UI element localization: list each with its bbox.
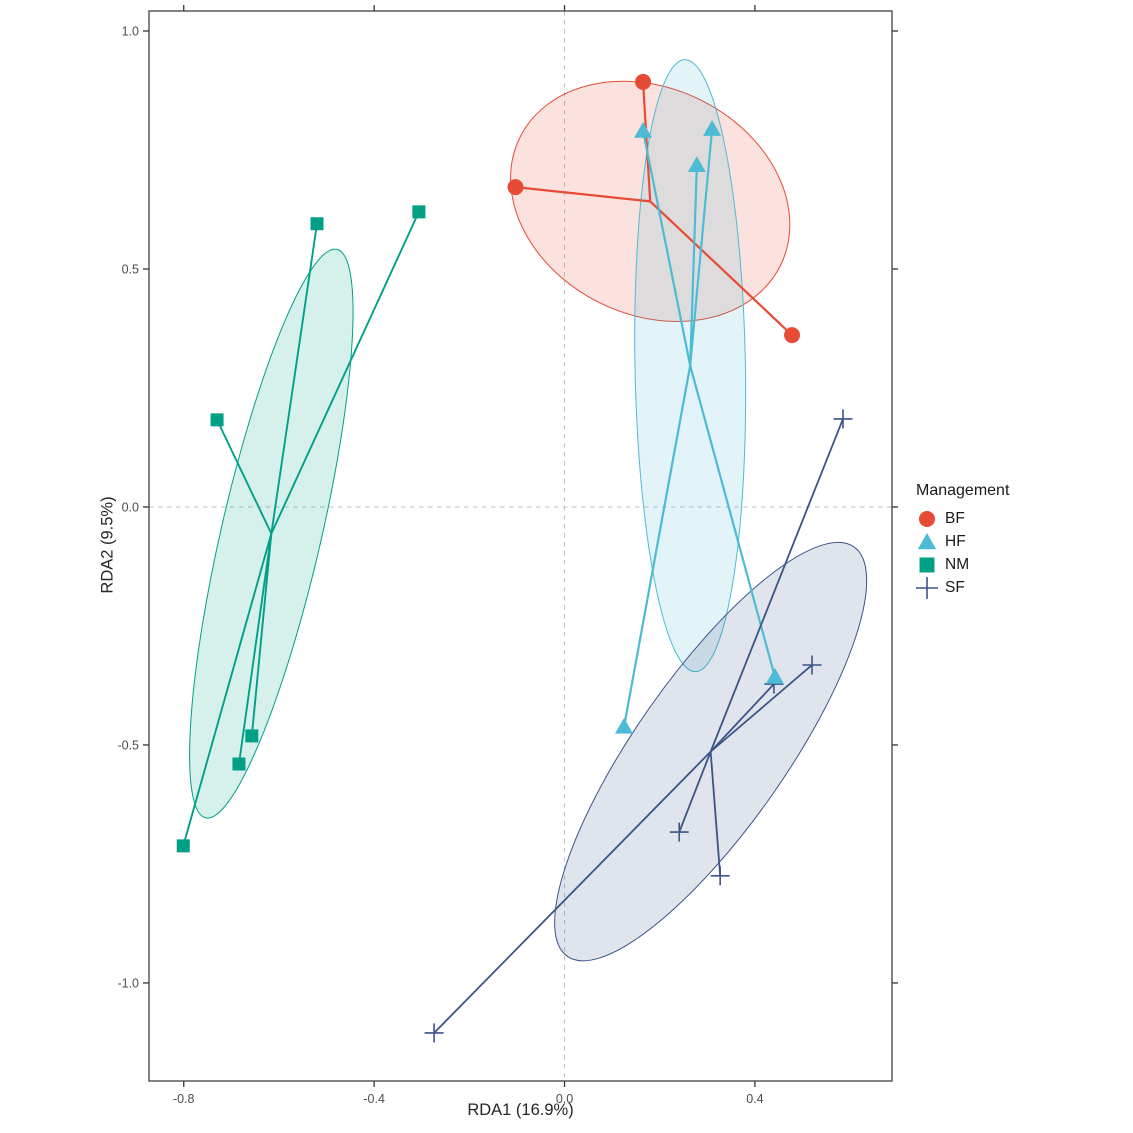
hf-point <box>765 667 784 684</box>
circle-marker-icon <box>919 510 935 527</box>
nm-point <box>232 757 246 771</box>
nm-point <box>176 839 190 853</box>
hf-point <box>687 156 706 173</box>
hf-spider-line <box>641 130 692 366</box>
legend-item-hf: HF <box>915 530 1009 553</box>
legend-label-nm: NM <box>945 555 970 573</box>
x-tick-label: 0.0 <box>556 1092 573 1106</box>
nm-spider-line <box>216 419 273 535</box>
legend-label-sf: SF <box>945 578 965 596</box>
bf-point <box>784 327 801 344</box>
nm-point <box>310 217 324 231</box>
nm-spider-line <box>182 533 273 847</box>
y-tick-label: -1.0 <box>117 976 139 990</box>
nm-point <box>412 205 426 219</box>
sf-spider-line <box>709 683 775 753</box>
bf-spider-line <box>649 200 793 336</box>
x-tick-label: -0.4 <box>363 1092 385 1106</box>
legend-item-nm: NM <box>915 553 1009 576</box>
nm-point <box>245 729 259 743</box>
sf-spider-line <box>678 751 712 833</box>
hf-spider-line <box>622 365 692 728</box>
sf-spider-line <box>710 664 813 753</box>
legend-item-bf: BF <box>915 507 1009 530</box>
y-tick-label: 0.5 <box>122 262 139 276</box>
nm-spider-line <box>270 223 318 534</box>
sf-point <box>710 866 730 886</box>
legend-label-hf: HF <box>945 532 966 550</box>
hf-point <box>703 120 722 136</box>
sf-spider-line <box>709 418 844 752</box>
nm-point <box>210 413 224 427</box>
triangle-marker-icon <box>917 532 937 549</box>
hf-spider-line <box>689 128 714 366</box>
legend-title: Management <box>916 482 1010 499</box>
y-tick-label: -0.5 <box>117 738 139 752</box>
x-axis-title: RDA1 (16.9%) <box>467 1101 574 1119</box>
sf-point <box>802 655 822 675</box>
sf-spider-line <box>709 751 722 876</box>
nm-spider-line <box>238 533 273 765</box>
x-tick-label: -0.8 <box>173 1092 195 1106</box>
y-tick-label: 1.0 <box>122 24 139 38</box>
nm-spider-line <box>250 533 273 737</box>
bf-spider-line <box>641 81 652 202</box>
sf-point <box>424 1023 444 1043</box>
hf-point <box>634 121 653 138</box>
y-axis-title: RDA2 (9.5%) <box>98 496 117 594</box>
legend: Management BF HF NM SF <box>915 482 1009 599</box>
plus-marker-icon <box>916 576 938 599</box>
square-marker-icon <box>919 557 935 572</box>
panel-border <box>148 10 893 1082</box>
sf-spider-line <box>433 750 712 1034</box>
hf-spider-line <box>689 165 698 366</box>
hf-point <box>615 717 634 734</box>
sf-point <box>833 409 853 429</box>
sf-point <box>669 822 689 842</box>
bf-point <box>635 73 652 90</box>
legend-label-bf: BF <box>945 509 965 527</box>
legend-item-sf: SF <box>915 576 1009 599</box>
bf-spider-line <box>515 186 651 203</box>
x-tick-label: 0.4 <box>746 1092 763 1106</box>
y-tick-label: 0.0 <box>122 500 139 514</box>
bf-point <box>507 179 524 196</box>
nm-spider-line <box>270 211 420 535</box>
